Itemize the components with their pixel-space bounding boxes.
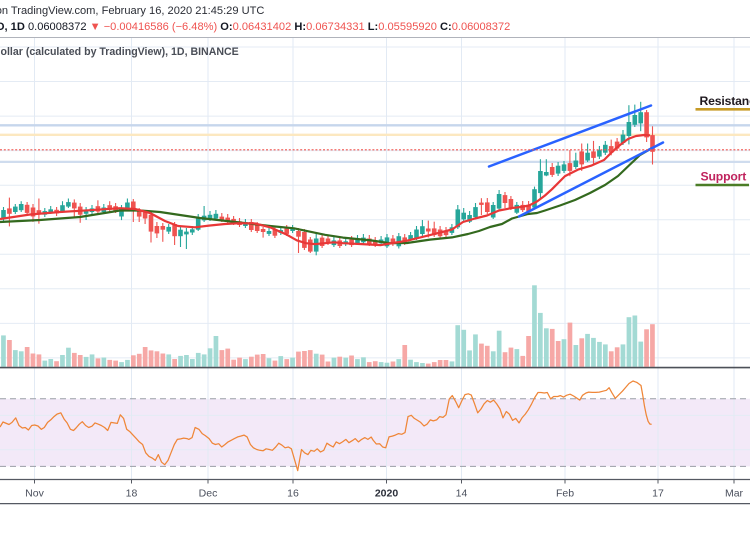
svg-text:on TradingView.com, February 1: on TradingView.com, February 16, 2020 21…	[0, 5, 264, 17]
svg-text:18: 18	[126, 488, 138, 500]
svg-text:17: 17	[652, 488, 664, 500]
svg-text:ollar (calculated by TradingVi: ollar (calculated by TradingView), 1D, B…	[1, 46, 239, 58]
svg-text:2020: 2020	[375, 488, 399, 500]
svg-text:16: 16	[287, 488, 299, 500]
svg-text:14: 14	[456, 488, 468, 500]
svg-text:Resistance: Resistance	[700, 94, 750, 108]
svg-text:Feb: Feb	[556, 488, 574, 500]
svg-text:Mar: Mar	[725, 488, 744, 500]
svg-text:D, 1D 0.06008372 ▼ −0.00416586: D, 1D 0.06008372 ▼ −0.00416586 (−6.48%) …	[0, 21, 510, 33]
svg-text:Nov: Nov	[25, 488, 44, 500]
svg-text:Support: Support	[701, 170, 747, 184]
svg-text:Dec: Dec	[199, 488, 218, 500]
